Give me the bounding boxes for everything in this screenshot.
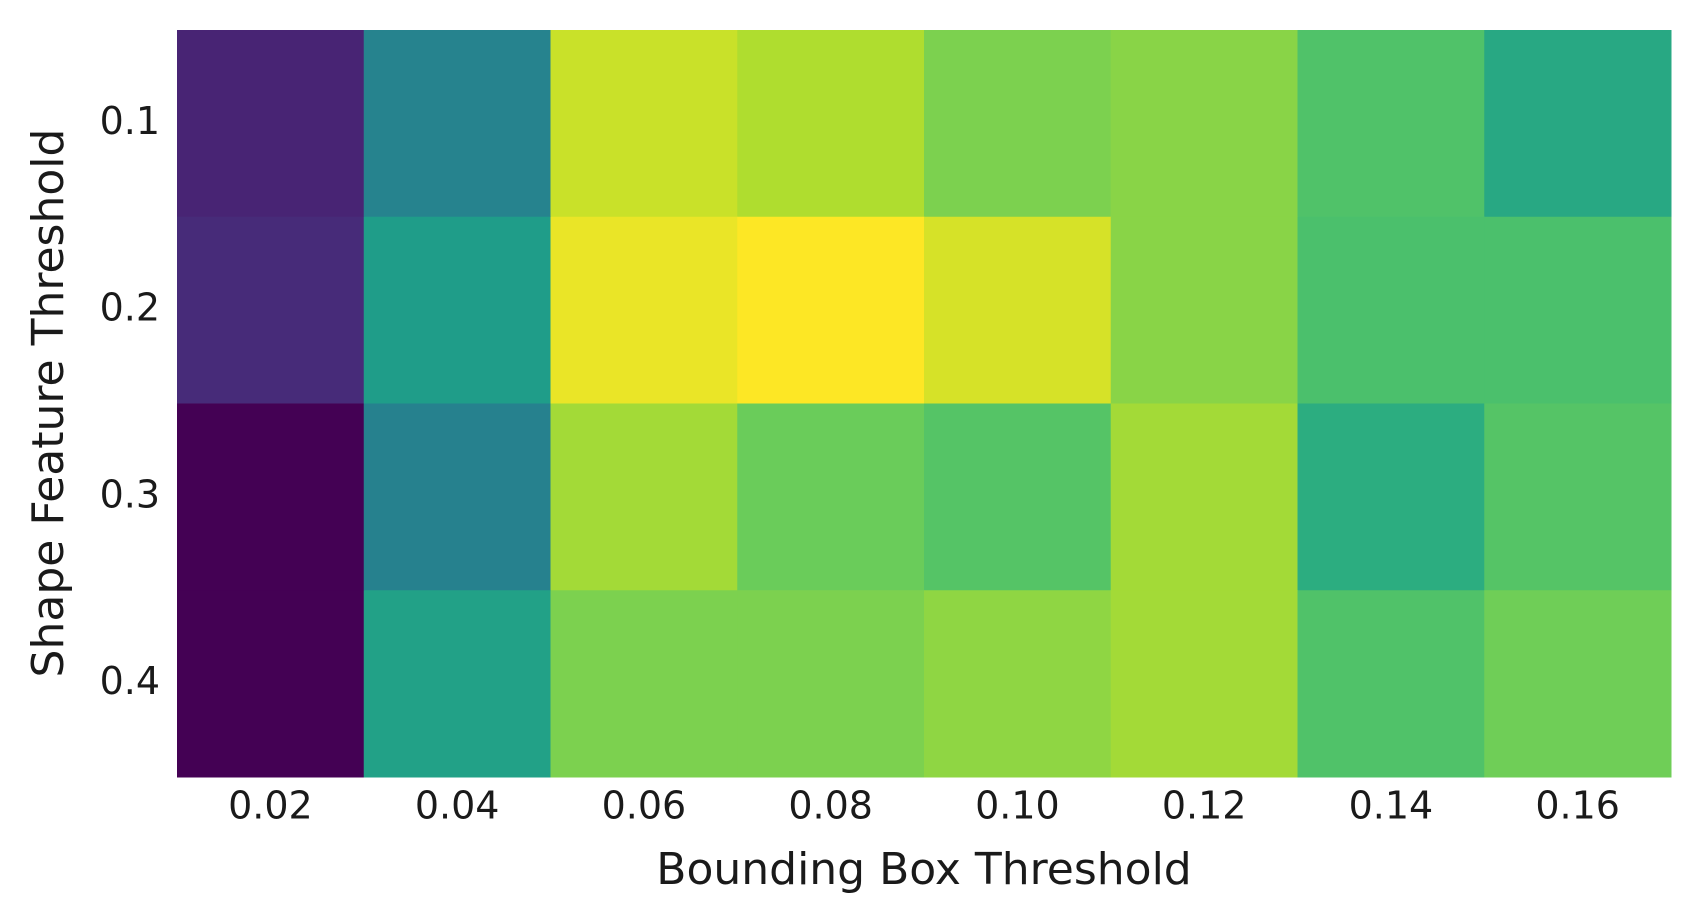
heatmap-cell xyxy=(177,403,365,591)
heatmap-cell xyxy=(1484,30,1672,218)
x-tick-label: 0.02 xyxy=(228,784,313,828)
heatmap-cell xyxy=(737,403,925,591)
heatmap-cell xyxy=(924,590,1112,778)
heatmap-cell xyxy=(550,216,738,404)
y-tick-label: 0.2 xyxy=(100,286,160,330)
heatmap-cell xyxy=(737,590,925,778)
heatmap-cell xyxy=(1110,590,1298,778)
heatmap-cell xyxy=(1484,590,1672,778)
heatmap-cell xyxy=(1484,403,1672,591)
heatmap-cell xyxy=(550,30,738,218)
heatmap-cell xyxy=(363,590,551,778)
y-tick-label: 0.4 xyxy=(100,659,160,703)
heatmap-cell xyxy=(1110,30,1298,218)
heatmap-cell xyxy=(363,216,551,404)
heatmap-cell xyxy=(1297,403,1485,591)
heatmap-cell xyxy=(924,30,1112,218)
y-tick-label: 0.3 xyxy=(100,472,160,516)
y-axis-label: Shape Feature Threshold xyxy=(23,129,74,678)
heatmap-cell xyxy=(177,30,365,218)
heatmap-cell xyxy=(177,590,365,778)
heatmap-cell xyxy=(550,590,738,778)
heatmap-cell xyxy=(1110,216,1298,404)
heatmap-cell xyxy=(737,216,925,404)
heatmap-cell xyxy=(1484,216,1672,404)
heatmap-cell xyxy=(924,216,1112,404)
x-tick-label: 0.04 xyxy=(415,784,500,828)
x-tick-label: 0.16 xyxy=(1535,784,1620,828)
x-tick-label: 0.10 xyxy=(975,784,1060,828)
heatmap-cell xyxy=(1110,403,1298,591)
x-tick-label: 0.06 xyxy=(602,784,687,828)
heatmap-cell xyxy=(1297,590,1485,778)
heatmap-cell xyxy=(737,30,925,218)
heatmap-cell xyxy=(177,216,365,404)
heatmap-cell xyxy=(363,403,551,591)
heatmap-cell xyxy=(924,403,1112,591)
x-tick-label: 0.08 xyxy=(788,784,873,828)
y-tick-label: 0.1 xyxy=(100,99,160,143)
heatmap-cell xyxy=(1297,30,1485,218)
x-tick-label: 0.14 xyxy=(1349,784,1434,828)
heatmap-cell xyxy=(1297,216,1485,404)
x-axis-label: Bounding Box Threshold xyxy=(656,844,1191,895)
x-tick-label: 0.12 xyxy=(1162,784,1247,828)
heatmap-cell xyxy=(363,30,551,218)
heatmap-cell xyxy=(550,403,738,591)
